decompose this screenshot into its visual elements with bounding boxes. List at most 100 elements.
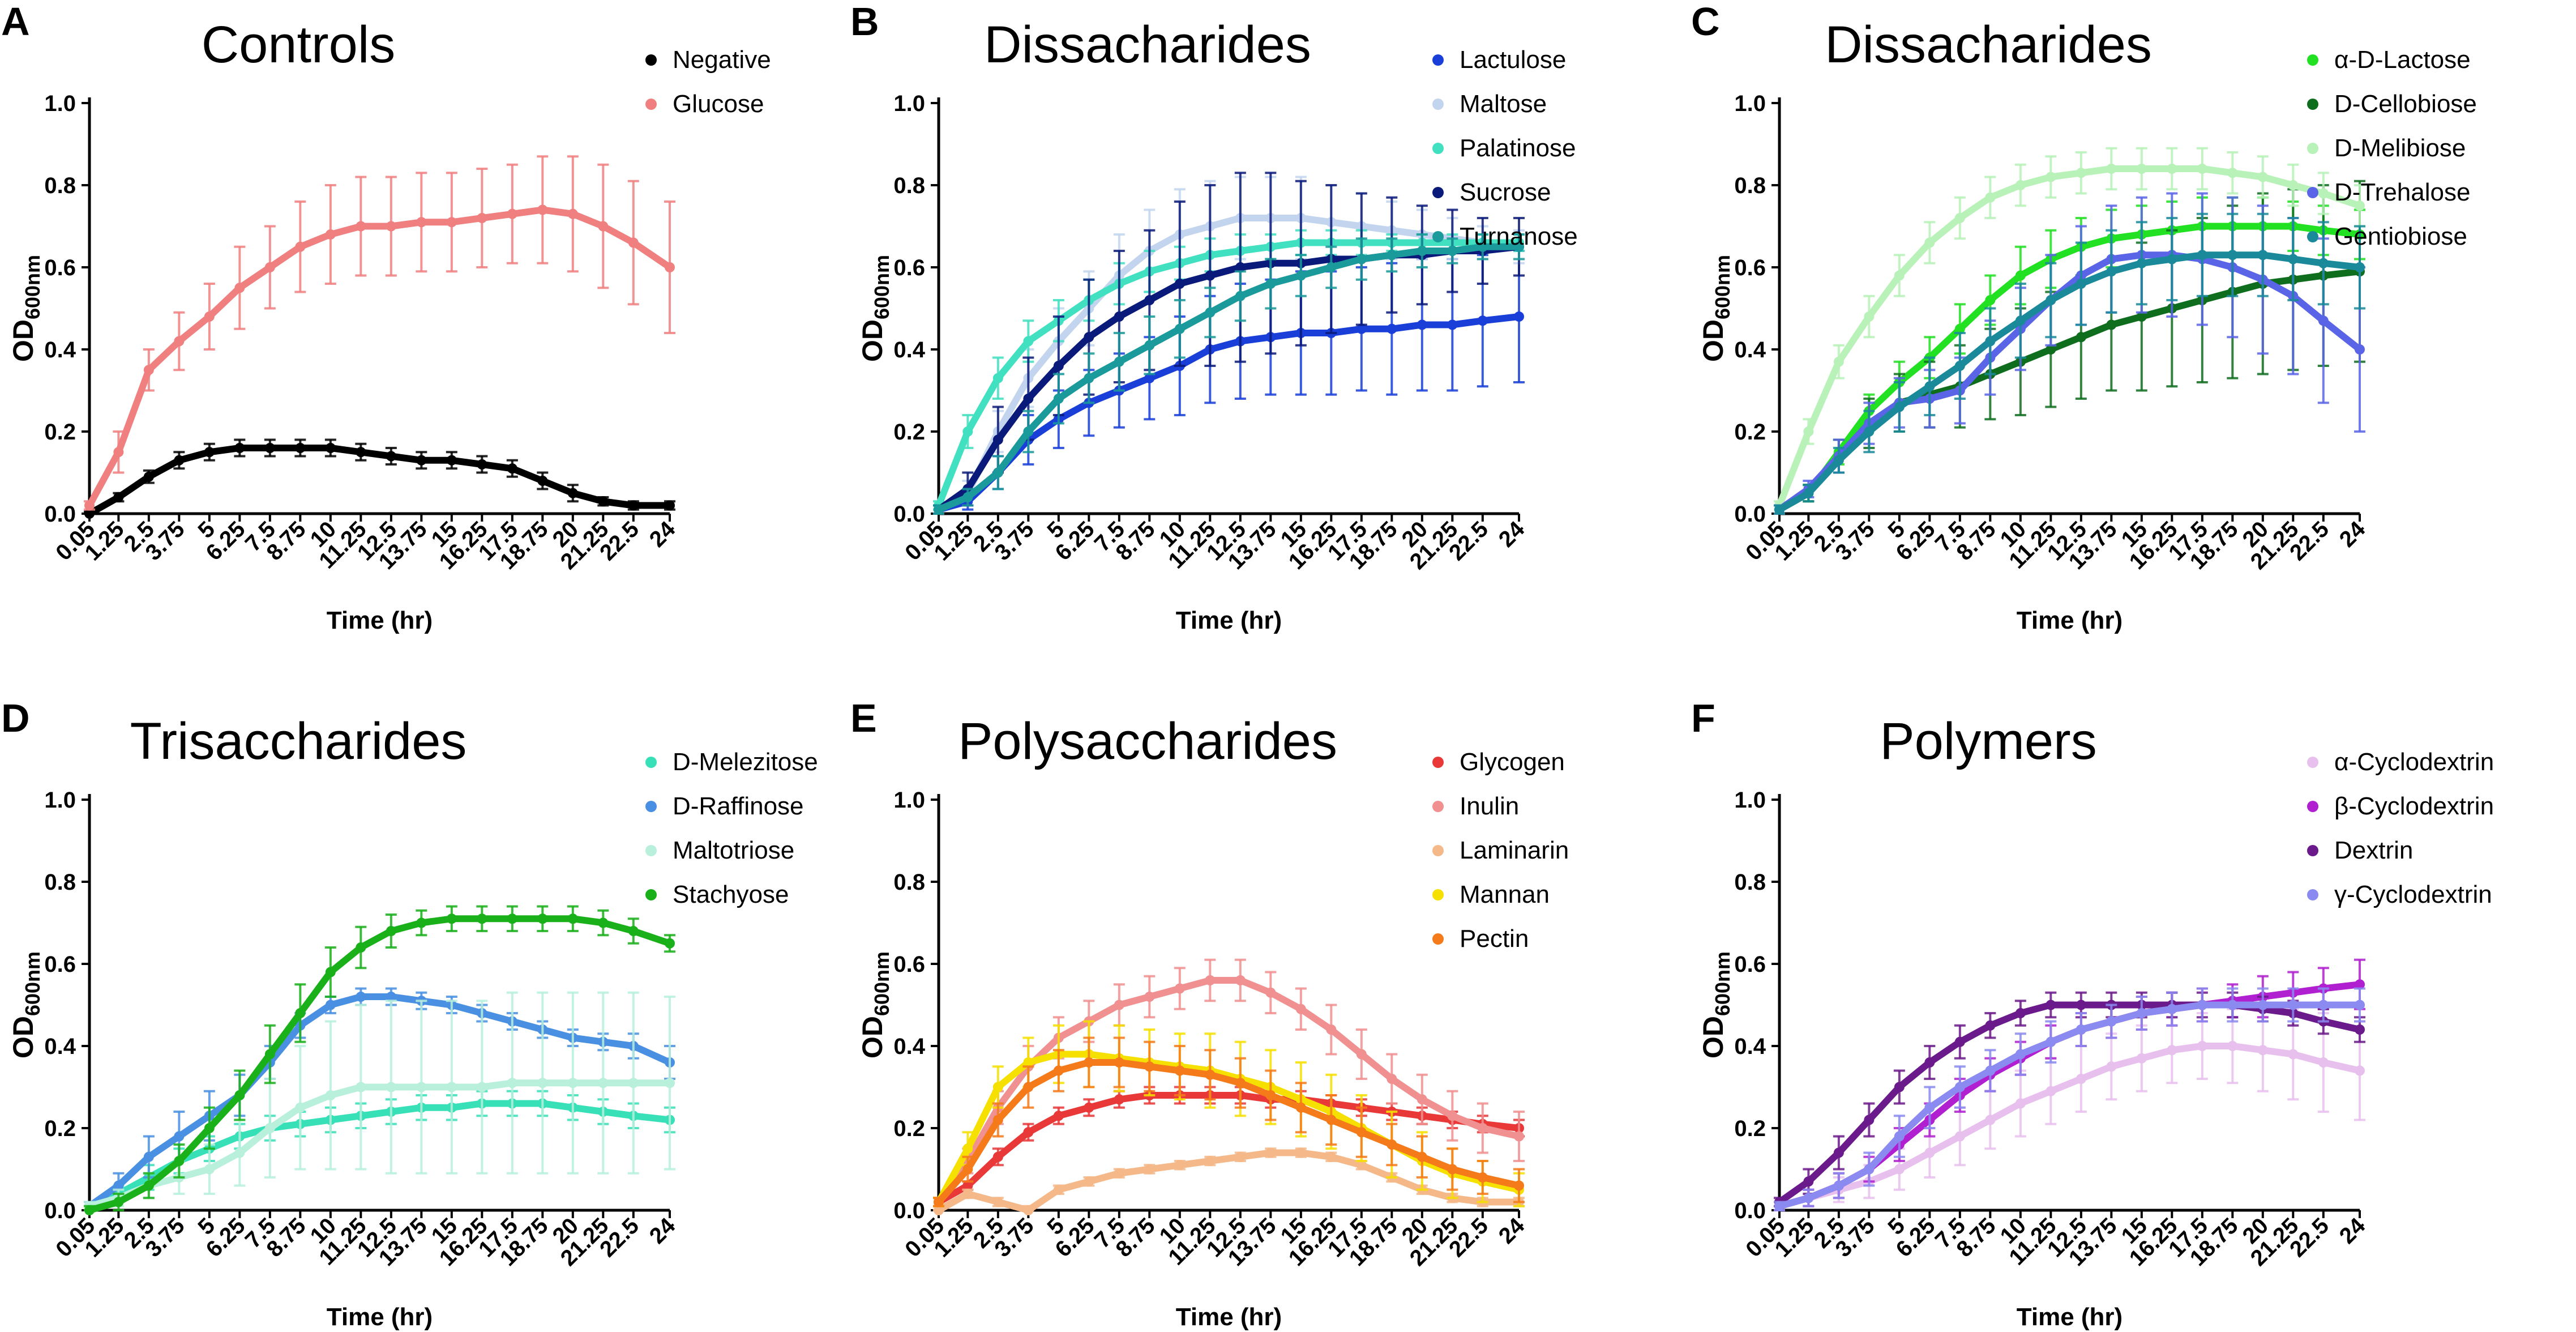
data-point xyxy=(477,1082,487,1092)
data-point xyxy=(386,451,396,462)
series-line xyxy=(935,1059,1522,1206)
data-point xyxy=(84,1205,95,1215)
data-point xyxy=(992,1115,1003,1125)
series-turnanose xyxy=(933,233,1525,515)
data-point xyxy=(1174,279,1185,289)
data-point xyxy=(1954,1036,1965,1047)
data-point xyxy=(1114,311,1124,322)
x-axis-label: Time (hr) xyxy=(2017,1303,2123,1331)
legend-label: D-Raffinose xyxy=(673,792,804,820)
y-tick-label: 1.0 xyxy=(44,788,76,813)
x-axis-label: Time (hr) xyxy=(327,1303,433,1331)
y-axis-label: OD600nm xyxy=(1697,255,1734,362)
data-point xyxy=(1295,1147,1306,1158)
data-point xyxy=(1144,295,1155,305)
legend-marker xyxy=(1432,889,1444,900)
chart-title: Dissacharides xyxy=(984,16,1311,74)
x-tick-label: 24 xyxy=(2335,516,2370,552)
data-point xyxy=(1023,336,1034,347)
data-point xyxy=(1985,1065,1996,1076)
legend-label: Lactulose xyxy=(1460,46,1566,74)
x-tick-label: 24 xyxy=(645,1213,681,1249)
data-point xyxy=(1326,1115,1337,1125)
data-point xyxy=(2167,1045,2177,1056)
data-point xyxy=(1864,426,1875,437)
panel-a: A Controls0.00.20.40.60.81.00.051.252.53.… xyxy=(1,0,771,634)
legend-marker xyxy=(1432,143,1444,154)
series-line xyxy=(1776,165,2363,509)
data-point xyxy=(1174,1065,1185,1076)
data-point xyxy=(386,1082,396,1092)
legend-marker xyxy=(2307,187,2318,198)
data-point xyxy=(1803,426,1814,437)
data-point xyxy=(1174,1160,1185,1171)
y-tick-label: 0.6 xyxy=(893,952,925,977)
data-point xyxy=(1477,1172,1488,1182)
data-point xyxy=(1514,1180,1524,1191)
data-point xyxy=(1924,1147,1935,1158)
data-point xyxy=(962,492,973,502)
data-point xyxy=(1205,307,1216,318)
data-point xyxy=(325,1000,336,1010)
data-point xyxy=(143,471,154,482)
data-point xyxy=(1265,1147,1276,1158)
chart-title: Trisaccharides xyxy=(130,712,467,770)
data-point xyxy=(1174,323,1185,334)
data-point xyxy=(1954,1082,1965,1092)
data-point xyxy=(1924,1057,1935,1068)
panel-letter: D xyxy=(1,696,30,740)
data-point xyxy=(1833,356,1844,367)
legend-marker xyxy=(1432,99,1444,110)
data-point xyxy=(628,500,639,511)
data-point xyxy=(1356,1049,1367,1060)
legend-label: Maltose xyxy=(1460,90,1547,118)
y-tick-label: 0.4 xyxy=(44,1034,76,1059)
data-point xyxy=(567,1078,578,1088)
y-tick-label: 0.4 xyxy=(1734,1034,1766,1059)
data-point xyxy=(1023,426,1034,437)
data-point xyxy=(1514,241,1524,252)
data-point xyxy=(1894,1131,1905,1142)
data-point xyxy=(1514,1131,1524,1142)
data-point xyxy=(113,1180,124,1191)
data-point xyxy=(1114,356,1124,367)
data-point xyxy=(2318,1057,2329,1068)
legend-marker xyxy=(645,845,657,856)
data-point xyxy=(1477,241,1488,252)
series-line xyxy=(86,206,673,509)
y-tick-label: 0.6 xyxy=(44,255,76,280)
panel-letter: B xyxy=(850,0,879,44)
data-point xyxy=(1924,381,1935,392)
data-point xyxy=(598,917,609,928)
data-point xyxy=(477,459,487,469)
data-point xyxy=(1954,213,1965,223)
data-point xyxy=(567,488,578,498)
data-point xyxy=(992,1197,1003,1207)
series-line xyxy=(86,445,673,517)
data-point xyxy=(477,213,487,223)
data-point xyxy=(628,1078,639,1088)
data-point xyxy=(2355,1065,2365,1076)
data-point xyxy=(1295,1102,1306,1113)
data-point xyxy=(2136,311,2147,322)
data-point xyxy=(2355,1000,2365,1010)
series-maltotriose xyxy=(84,991,675,1211)
data-point xyxy=(2136,1053,2147,1064)
data-point xyxy=(174,1156,185,1166)
data-point xyxy=(2136,164,2147,174)
data-point xyxy=(1114,1168,1124,1179)
data-point xyxy=(2076,168,2086,178)
data-point xyxy=(2076,1000,2086,1010)
data-point xyxy=(1833,455,1844,466)
data-point xyxy=(1295,1004,1306,1014)
series-d-cellobiose xyxy=(1774,180,2365,515)
data-point xyxy=(2076,279,2086,289)
data-point xyxy=(1053,1111,1064,1121)
y-tick-label: 0.8 xyxy=(44,173,76,198)
y-axis-label-subscript: 600nm xyxy=(870,255,893,319)
data-point xyxy=(2288,1049,2299,1060)
series-line xyxy=(1776,251,2363,513)
series-line xyxy=(86,915,673,1214)
data-point xyxy=(325,967,336,977)
